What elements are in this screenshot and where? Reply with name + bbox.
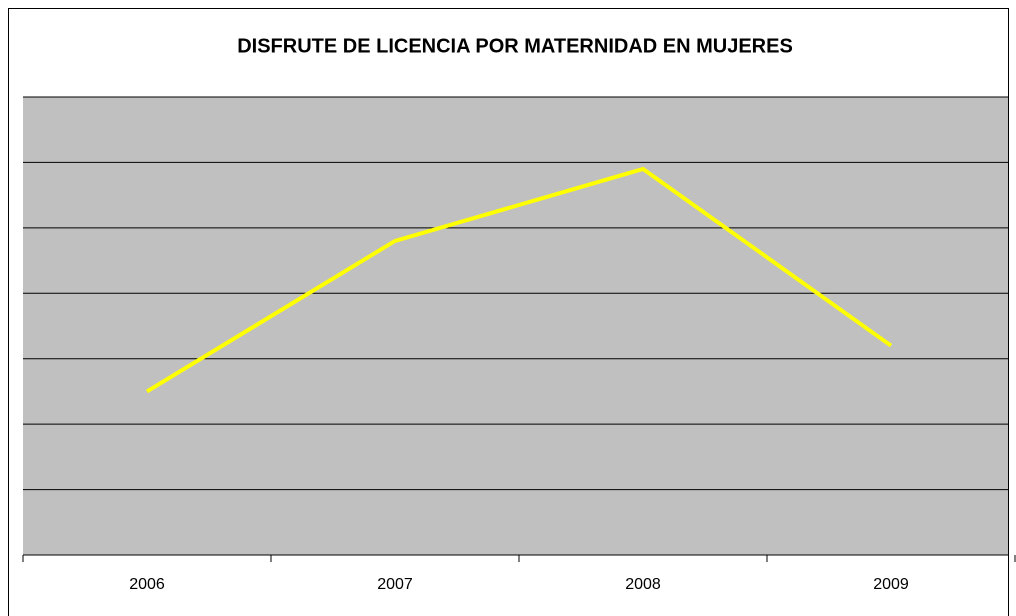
x-tick-label: 2008: [625, 576, 661, 593]
data-line: [145, 166, 893, 394]
x-tick-label: 2009: [873, 576, 909, 593]
x-tick-label: 2007: [377, 576, 413, 593]
plot-area: [23, 97, 1008, 555]
x-tick-label: 2006: [129, 576, 165, 593]
chart-title: DISFRUTE DE LICENCIA POR MATERNIDAD EN M…: [237, 35, 793, 57]
